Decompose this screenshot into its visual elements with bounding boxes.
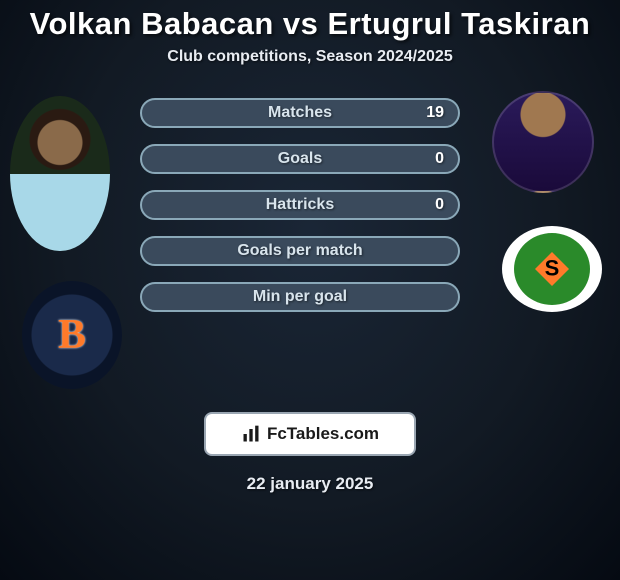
club-left-letter: B [58, 311, 86, 359]
brand-bars-icon [241, 424, 261, 444]
stat-row-min-per-goal: Min per goal [140, 282, 460, 312]
stats-bars: Matches 19 Goals 0 Hattricks 0 Goals per… [140, 98, 460, 312]
stat-label: Hattricks [266, 196, 334, 214]
stat-value: 19 [426, 104, 444, 122]
stat-value: 0 [435, 196, 444, 214]
stat-row-goals-per-match: Goals per match [140, 236, 460, 266]
brand-box: FcTables.com [204, 412, 416, 456]
subtitle: Club competitions, Season 2024/2025 [0, 48, 620, 66]
stat-row-goals: Goals 0 [140, 144, 460, 174]
player-left-club-badge: B [22, 281, 122, 389]
stat-label: Goals per match [237, 242, 362, 260]
stat-label: Goals [278, 150, 322, 168]
player-left-avatar-art [10, 96, 110, 251]
brand-text: FcTables.com [267, 424, 379, 444]
stat-row-hattricks: Hattricks 0 [140, 190, 460, 220]
player-left-avatar [10, 96, 110, 251]
comparison-area: B Matches 19 Goals 0 Hattricks 0 Goals p… [0, 96, 620, 356]
player-right-avatar [492, 91, 594, 193]
stat-label: Min per goal [253, 288, 347, 306]
generated-date: 22 january 2025 [0, 474, 620, 494]
stat-row-matches: Matches 19 [140, 98, 460, 128]
club-right-art [514, 233, 590, 305]
stat-value: 0 [435, 150, 444, 168]
page-title: Volkan Babacan vs Ertugrul Taskiran [0, 0, 620, 42]
player-right-club-badge [502, 226, 602, 312]
stat-label: Matches [268, 104, 332, 122]
infographic-root: Volkan Babacan vs Ertugrul Taskiran Club… [0, 0, 620, 580]
